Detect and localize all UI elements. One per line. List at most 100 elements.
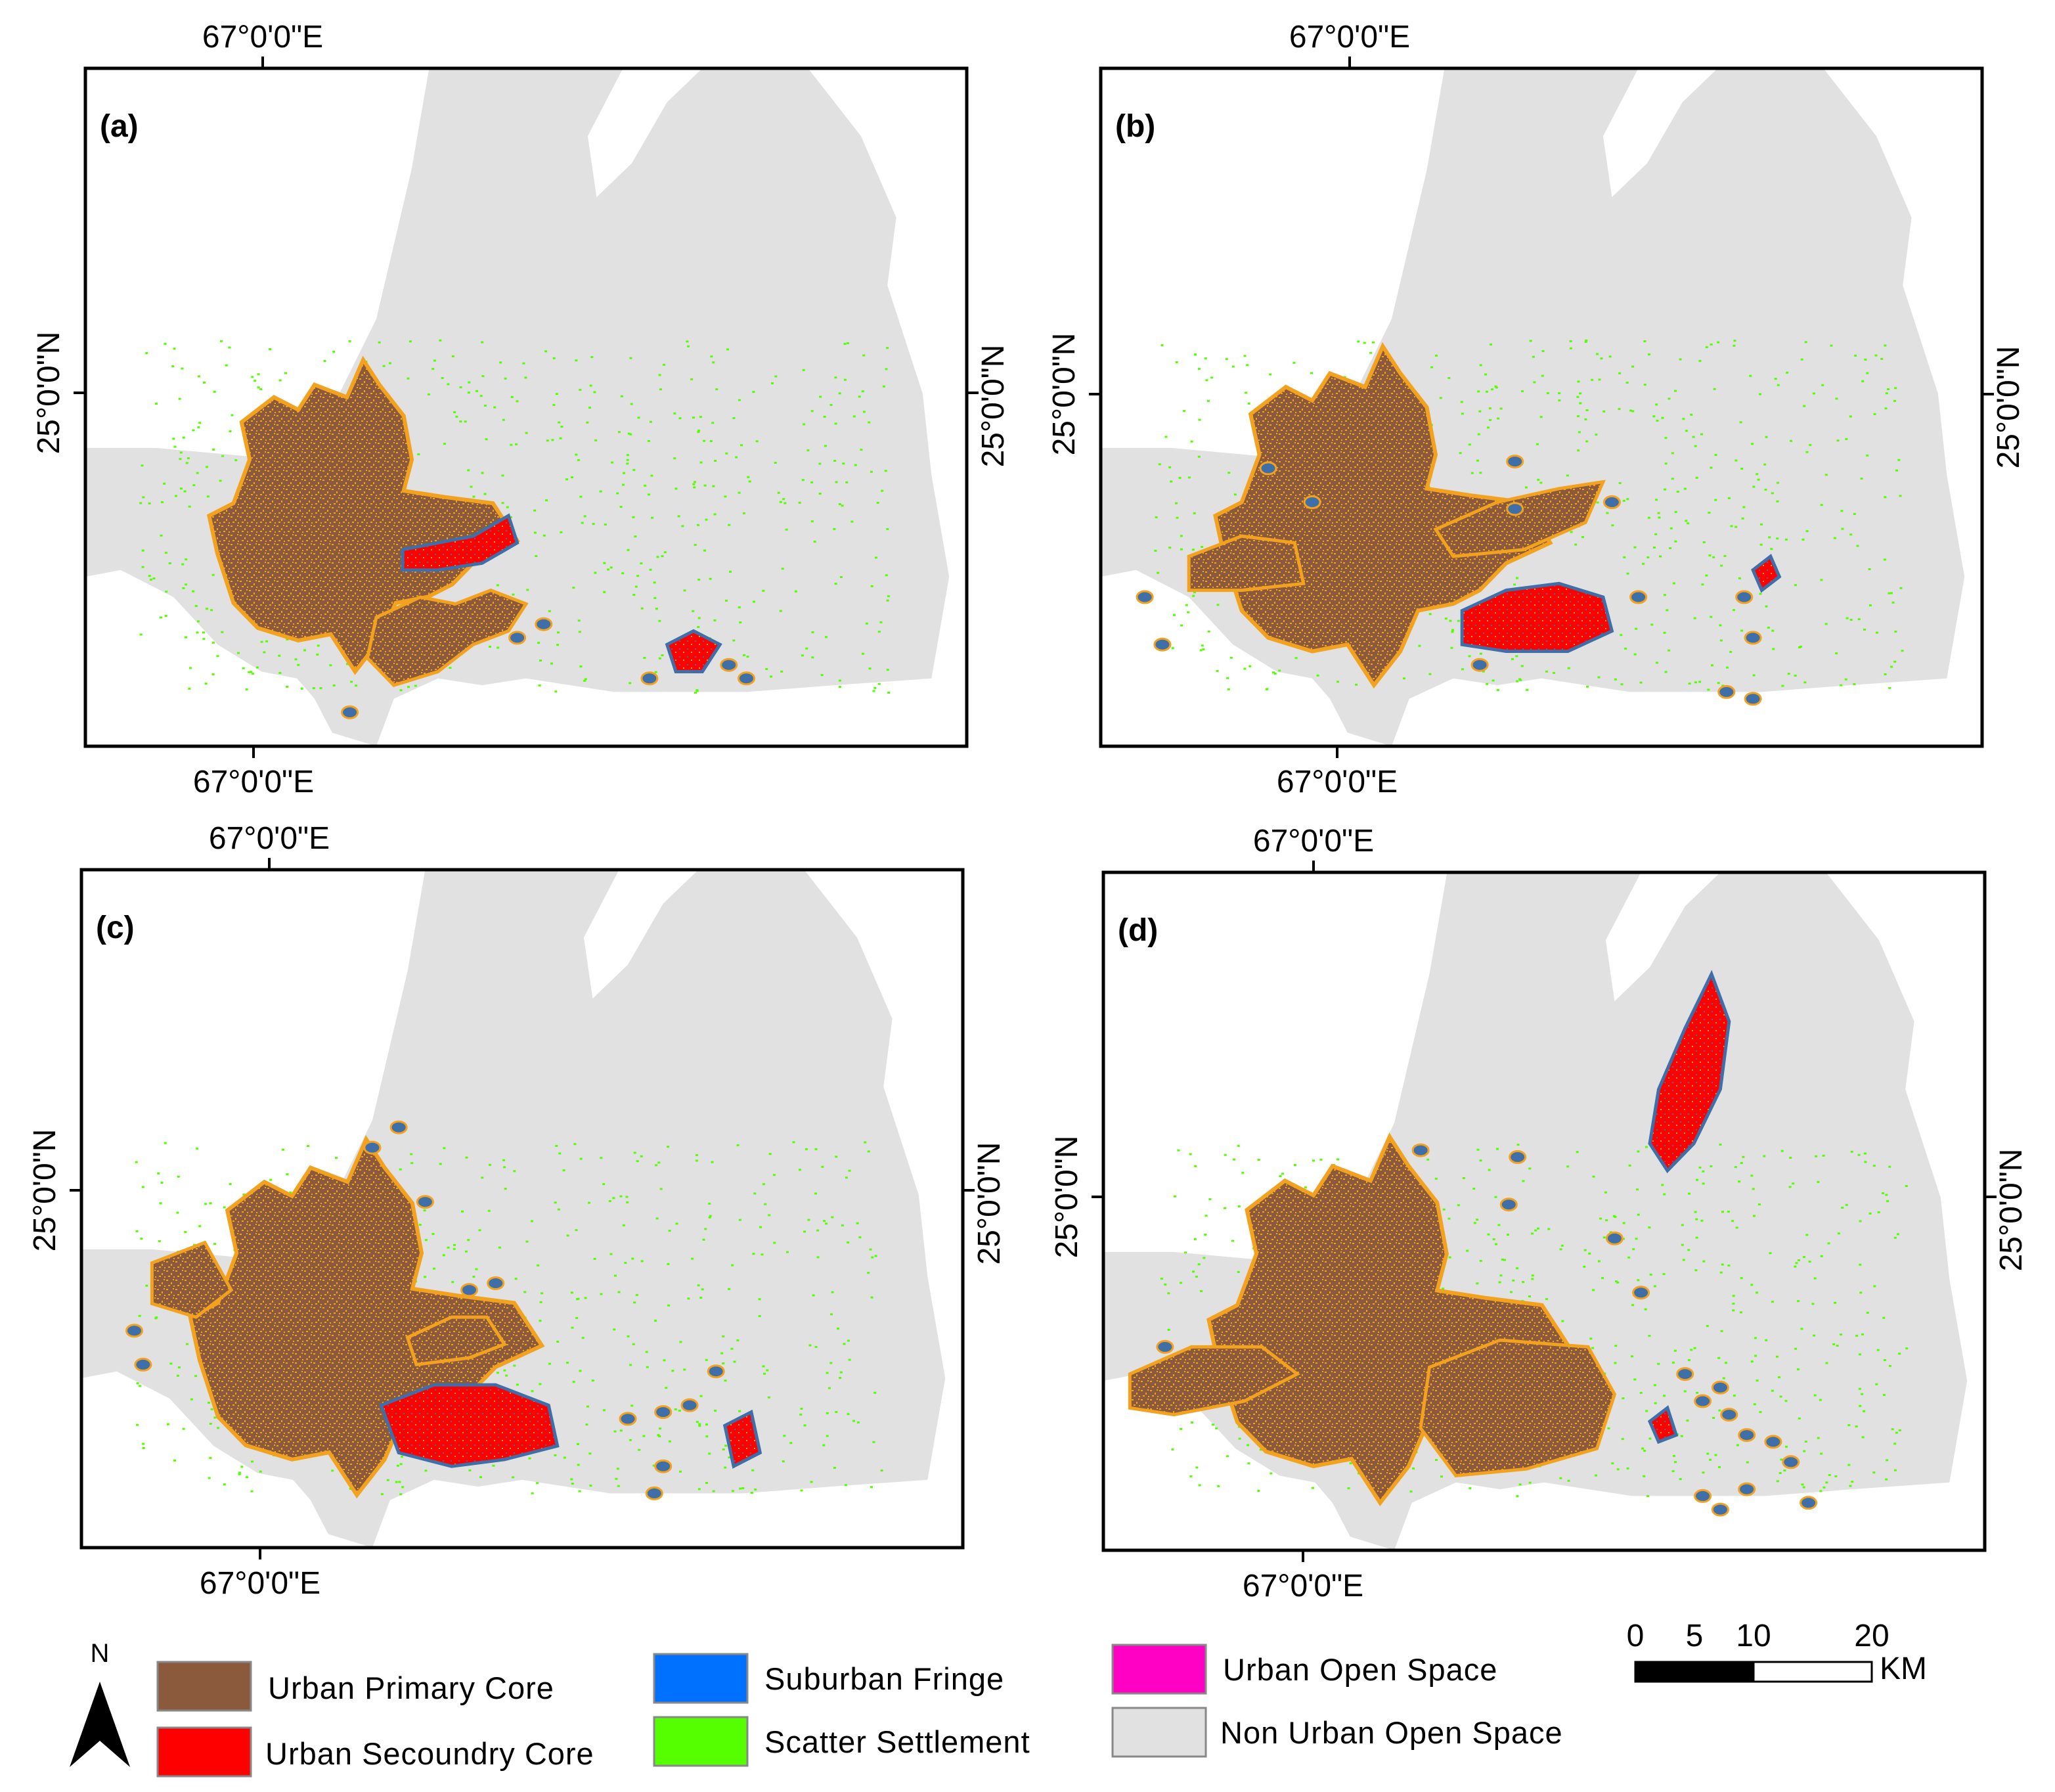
- suburban-fringe-patch: [1800, 1496, 1818, 1510]
- urban-primary-core-area: [188, 1134, 545, 1499]
- urban-primary-core-area: [1206, 1132, 1574, 1506]
- suburban-fringe-patch: [1720, 1408, 1738, 1422]
- suburban-fringe-patch: [1744, 692, 1762, 706]
- suburban-fringe-patch: [645, 1486, 663, 1500]
- suburban-fringe-patch: [1602, 495, 1621, 509]
- map-frame: [1101, 870, 1987, 1552]
- panel-label: (d): [1118, 913, 1158, 948]
- urban-secondary-core-area: [379, 1383, 560, 1468]
- urban-primary-core-area: [150, 1240, 234, 1319]
- longitude-label-top: 67°0'0"E: [1289, 20, 1410, 55]
- suburban-fringe-patch: [341, 705, 359, 719]
- urban-secondary-core-area: [1647, 1405, 1679, 1445]
- map-panel-b: (b) 67°0'0"E 67°0'0"E 25°0'0"N 25°0'0"N: [1047, 20, 2026, 799]
- scale-bar-segment: [1634, 1661, 1755, 1683]
- suburban-fringe-patch: [1499, 1198, 1518, 1212]
- latitude-label-left: 25°0'0"N: [1047, 333, 1082, 456]
- suburban-fringe-patch: [1506, 455, 1524, 469]
- suburban-fringe-patch: [1411, 1143, 1430, 1157]
- suburban-fringe-patch: [363, 1140, 382, 1155]
- legend-item-scatter-settlement: Scatter Settlement: [653, 1716, 1030, 1767]
- suburban-fringe-patch: [487, 1276, 505, 1290]
- map-frame: [79, 868, 965, 1550]
- suburban-fringe-patch: [1676, 1367, 1694, 1381]
- suburban-fringe-patch: [1303, 495, 1321, 509]
- suburban-fringe-patch: [1470, 658, 1489, 672]
- suburban-fringe-patch: [720, 658, 738, 672]
- legend-item-non-urban-open-space: Non Urban Open Space: [1111, 1707, 1563, 1758]
- longitude-label-top: 67°0'0"E: [1253, 824, 1374, 859]
- urban-primary-core-area: [1419, 1338, 1617, 1478]
- urban-secondary-core-area: [665, 629, 722, 673]
- scale-bar: 0 5 10 20 KM: [1627, 1619, 1927, 1686]
- urban-primary-core-area: [405, 1315, 507, 1367]
- panel-label: (a): [100, 109, 139, 144]
- urban-primary-core-area: [365, 588, 529, 687]
- suburban-fringe-patch: [1738, 1428, 1756, 1443]
- suburban-fringe-patch: [1509, 1150, 1527, 1164]
- legend: Urban Primary Core Urban Secoundry Core …: [156, 1644, 1563, 1778]
- scale-bar-segment: [1752, 1661, 1873, 1683]
- map-panel-c: (c) 67°0'0"E 67°0'0"E 25°0'0"N 25°0'0"N: [28, 821, 1007, 1601]
- legend-item-suburban-fringe: Suburban Fringe: [653, 1653, 1004, 1704]
- suburban-fringe-patch: [1156, 1339, 1174, 1354]
- urban-secondary-core-area: [1460, 581, 1614, 653]
- suburban-fringe-patch: [707, 1364, 725, 1379]
- longitude-label-bottom: 67°0'0"E: [200, 1566, 320, 1601]
- longitude-label-bottom: 67°0'0"E: [1243, 1569, 1363, 1603]
- latitude-label-right: 25°0'0"N: [972, 1142, 1007, 1265]
- suburban-fringe-patch: [1738, 1482, 1756, 1496]
- latitude-label-right: 25°0'0"N: [1994, 1149, 2029, 1272]
- longitude-label-bottom: 67°0'0"E: [193, 765, 314, 799]
- legend-label: Urban Open Space: [1223, 1652, 1497, 1687]
- suburban-fringe-patch: [1711, 1502, 1729, 1517]
- urban-primary-core-area: [1187, 534, 1306, 593]
- suburban-fringe-patch: [738, 671, 755, 686]
- latitude-label-left: 25°0'0"N: [1050, 1136, 1084, 1259]
- latitude-label-left: 25°0'0"N: [28, 1129, 62, 1252]
- suburban-fringe-patch: [1694, 1394, 1712, 1408]
- legend-item-urban-secondary-core: Urban Secoundry Core: [156, 1726, 594, 1778]
- legend-item-urban-primary-core: Urban Primary Core: [156, 1661, 554, 1712]
- suburban-fringe-patch: [680, 1398, 699, 1412]
- urban-secondary-core-area: [1648, 970, 1731, 1174]
- map-frame: [83, 66, 969, 748]
- longitude-label-top: 67°0'0"E: [209, 821, 330, 856]
- suburban-fringe-patch: [389, 1120, 408, 1134]
- legend-swatch: [156, 1726, 252, 1778]
- suburban-fringe-patch: [619, 1412, 637, 1426]
- suburban-fringe-patch: [1136, 590, 1154, 604]
- map-frame: [1099, 66, 1984, 748]
- suburban-fringe-patch: [535, 617, 553, 631]
- legend-label: Non Urban Open Space: [1220, 1715, 1563, 1750]
- suburban-fringe-patch: [1605, 1231, 1624, 1245]
- scale-tick-label: 5: [1686, 1619, 1704, 1653]
- panel-label: (c): [96, 910, 135, 945]
- latitude-label-left: 25°0'0"N: [32, 332, 66, 455]
- suburban-fringe-patch: [460, 1283, 478, 1297]
- suburban-fringe-patch: [1782, 1455, 1800, 1469]
- suburban-fringe-patch: [1259, 461, 1277, 476]
- legend-label: Scatter Settlement: [764, 1724, 1030, 1759]
- longitude-label-top: 67°0'0"E: [202, 20, 323, 55]
- suburban-fringe-patch: [1735, 590, 1754, 604]
- north-label: N: [91, 1639, 110, 1668]
- scale-tick-label: 20: [1854, 1619, 1889, 1653]
- suburban-fringe-patch: [640, 671, 659, 686]
- scale-tick-label: 0: [1627, 1619, 1645, 1653]
- legend-label: Urban Primary Core: [268, 1670, 554, 1705]
- suburban-fringe-patch: [1744, 631, 1762, 645]
- suburban-fringe-patch: [125, 1324, 143, 1338]
- latitude-label-right: 25°0'0"N: [976, 345, 1011, 468]
- scale-unit: KM: [1880, 1651, 1927, 1686]
- latitude-label-right: 25°0'0"N: [1991, 346, 2026, 469]
- map-panel-d: (d) 67°0'0"E 67°0'0"E 25°0'0"N 25°0'0"N: [1050, 824, 2029, 1603]
- suburban-fringe-patch: [654, 1405, 673, 1420]
- suburban-fringe-patch: [1629, 590, 1648, 604]
- urban-primary-core-area: [1433, 480, 1606, 558]
- urban-secondary-core-area: [1751, 554, 1782, 593]
- suburban-fringe-patch: [1153, 637, 1172, 652]
- map-panel-a: (a) 67°0'0"E 67°0'0"E 25°0'0"N 25°0'0"N: [32, 20, 1011, 799]
- urban-primary-core-area: [1128, 1345, 1300, 1417]
